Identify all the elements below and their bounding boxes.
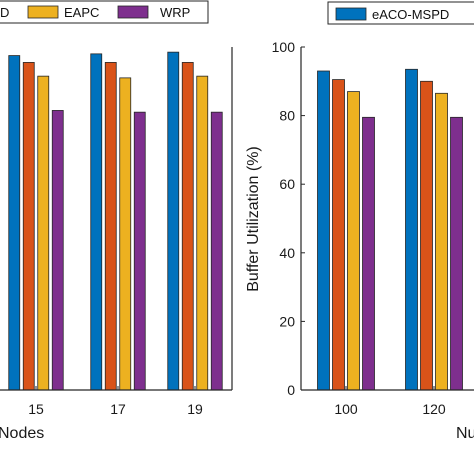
left-xlabel: Nodes [0, 425, 44, 442]
right-bar-s0-c0 [317, 70, 330, 391]
right-bar-s2-c1 [435, 92, 448, 391]
legend-left-label-2: WRP [160, 5, 190, 20]
legend-right: eACO-MSPD [327, 1, 474, 25]
right-ytick-label-4: 80 [279, 108, 295, 124]
legend-left-label-1: EAPC [64, 5, 99, 20]
right-ytick-label-2: 40 [279, 245, 295, 261]
legend-left-swatch-1 [27, 5, 59, 19]
left-bar-s1-c0 [22, 62, 35, 391]
right-ytick-label-3: 60 [279, 176, 295, 192]
right-ylabel: Buffer Utilization (%) [245, 146, 262, 292]
legend-right-swatch-0 [335, 7, 367, 21]
legend-left-swatch-2 [117, 5, 149, 19]
legend-right-label-0: eACO-MSPD [372, 7, 449, 22]
left-bar-s1-c2 [181, 62, 194, 391]
right-bar-s0-c1 [405, 68, 418, 391]
left-bar-s3-c2 [210, 111, 223, 391]
left-bar-s0-c1 [90, 53, 103, 391]
left-bar-s0-c0 [8, 55, 21, 391]
right-xtick-label-0: 100 [334, 401, 358, 417]
right-panel: 100 120 0 20 40 60 80 100 [272, 39, 474, 417]
right-bar-s2-c0 [347, 91, 360, 391]
right-ytick-label-5: 100 [272, 39, 296, 55]
right-xtick-label-1: 120 [422, 401, 446, 417]
left-bar-s0-c2 [167, 51, 180, 391]
left-bar-s2-c0 [37, 75, 50, 391]
right-xlabel: Nu [456, 425, 474, 442]
legend-left-label-0: D [0, 5, 9, 20]
left-bar-s3-c0 [51, 110, 64, 391]
left-xtick-label-1: 17 [110, 401, 126, 417]
legend-left: D EAPC WRP [0, 0, 209, 24]
right-ytick-label-1: 20 [279, 313, 295, 329]
left-bar-s1-c1 [104, 62, 117, 391]
left-bar-s3-c1 [133, 111, 146, 391]
right-ytick-label-0: 0 [287, 382, 295, 398]
left-xtick-label-2: 19 [187, 401, 203, 417]
right-bar-s1-c1 [420, 80, 433, 391]
left-panel: 15 17 19 [0, 47, 233, 417]
right-bar-s1-c0 [332, 79, 345, 391]
right-bar-s3-c1 [450, 116, 463, 391]
right-bar-s3-c0 [362, 116, 375, 391]
left-bar-s2-c2 [196, 75, 209, 391]
left-xtick-label-0: 15 [28, 401, 44, 417]
left-bar-s2-c1 [119, 77, 132, 391]
